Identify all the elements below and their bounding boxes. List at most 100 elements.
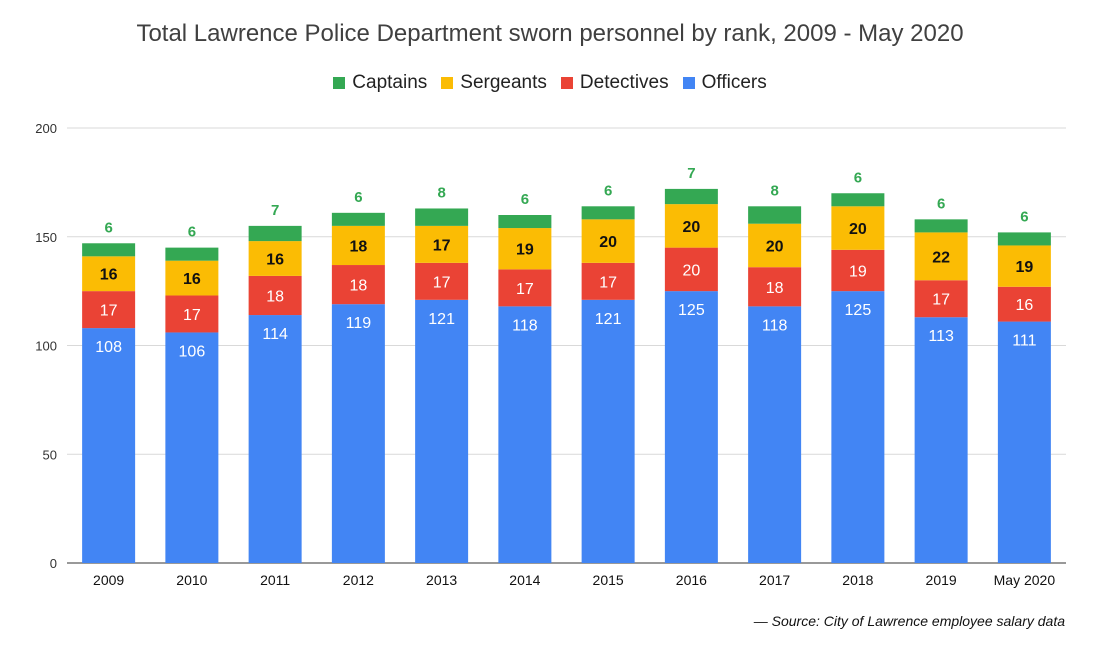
- x-tick-label: May 2020: [994, 572, 1056, 588]
- bar-segment-detectives: [82, 291, 136, 329]
- data-label-officers: 118: [762, 317, 788, 334]
- bar-segment-sergeants: [997, 245, 1051, 287]
- bar-segment-sergeants: [831, 206, 885, 250]
- y-tick-label: 50: [43, 447, 57, 462]
- x-tick-label: 2013: [426, 572, 457, 588]
- data-label-officers: 125: [845, 302, 872, 319]
- x-tick-label: 2011: [260, 572, 290, 588]
- data-label-detectives: 17: [100, 303, 118, 320]
- bar-segment-officers: [331, 304, 385, 563]
- data-label-sergeants: 16: [266, 252, 284, 269]
- data-label-captains: 6: [104, 219, 112, 236]
- bar-segment-sergeants: [581, 219, 635, 263]
- legend-swatch-sergeants: [441, 77, 454, 89]
- x-tick-label: 2015: [593, 572, 624, 588]
- bar-segment-captains: [415, 208, 469, 226]
- data-label-officers: 119: [346, 315, 372, 332]
- bar-segment-sergeants: [331, 225, 385, 266]
- bar-segment-officers: [831, 291, 885, 563]
- x-tick-label: 2017: [759, 572, 790, 588]
- bar-segment-sergeants: [82, 256, 136, 292]
- bar-segment-detectives: [664, 247, 718, 292]
- data-label-detectives: 19: [849, 263, 867, 280]
- bar-segment-detectives: [581, 262, 635, 300]
- data-label-detectives: 18: [266, 288, 284, 305]
- data-label-sergeants: 20: [682, 219, 700, 236]
- y-tick-label: 0: [50, 556, 57, 571]
- bar-segment-sergeants: [748, 223, 802, 268]
- data-label-sergeants: 16: [183, 271, 201, 288]
- y-tick-label: 150: [35, 230, 57, 245]
- x-tick-label: 2016: [676, 572, 707, 588]
- legend-swatch-officers: [682, 77, 695, 89]
- data-label-sergeants: 22: [932, 249, 950, 266]
- bar-segment-captains: [748, 206, 802, 224]
- data-label-detectives: 18: [766, 280, 784, 297]
- legend-item-officers: Officers: [682, 72, 767, 94]
- source-note: — Source: City of Lawrence employee sala…: [753, 613, 1065, 629]
- legend-label-captains: Captains: [352, 72, 428, 93]
- bar-segment-captains: [248, 225, 302, 242]
- data-label-captains: 6: [1020, 208, 1028, 225]
- data-label-sergeants: 20: [599, 234, 617, 251]
- bar-segment-sergeants: [165, 260, 219, 296]
- data-label-captains: 8: [437, 184, 445, 201]
- data-label-sergeants: 17: [433, 237, 451, 254]
- bar-segment-detectives: [914, 280, 968, 318]
- bar-segment-sergeants: [664, 204, 718, 248]
- legend-swatch-captains: [333, 77, 346, 89]
- bar-segment-officers: [415, 299, 469, 563]
- bar-segment-detectives: [331, 265, 385, 305]
- bar-segment-sergeants: [498, 228, 552, 270]
- x-tick-label: 2018: [842, 572, 873, 588]
- data-label-officers: 113: [928, 328, 954, 345]
- data-label-officers: 121: [595, 311, 622, 328]
- data-label-sergeants: 20: [849, 221, 867, 238]
- data-label-captains: 6: [354, 189, 362, 206]
- data-label-detectives: 17: [516, 281, 534, 298]
- x-tick-label: 2010: [176, 572, 207, 588]
- data-label-captains: 6: [188, 224, 196, 241]
- bar-segment-sergeants: [415, 225, 469, 263]
- data-label-sergeants: 18: [349, 238, 367, 255]
- bar-segment-captains: [831, 193, 885, 207]
- data-label-sergeants: 16: [100, 267, 118, 284]
- data-label-detectives: 20: [682, 262, 700, 279]
- data-label-detectives: 17: [183, 307, 201, 324]
- bar-segment-captains: [914, 219, 968, 233]
- bar-segment-detectives: [748, 267, 802, 307]
- data-label-officers: 121: [428, 311, 455, 328]
- legend-swatch-detectives: [560, 77, 573, 89]
- chart-title: Total Lawrence Police Department sworn p…: [136, 20, 964, 47]
- bar-segment-detectives: [248, 275, 302, 316]
- bar-segment-sergeants: [248, 241, 302, 276]
- data-label-officers: 114: [262, 326, 288, 343]
- legend-item-captains: Captains: [333, 72, 427, 94]
- bar-segment-detectives: [498, 269, 552, 307]
- x-tick-label: 2014: [509, 572, 540, 588]
- legend-label-sergeants: Sergeants: [460, 72, 547, 93]
- data-label-officers: 106: [179, 343, 206, 360]
- bar-segment-officers: [248, 315, 302, 563]
- data-label-officers: 111: [1012, 333, 1036, 350]
- data-label-officers: 125: [678, 302, 705, 319]
- data-label-detectives: 17: [599, 274, 617, 291]
- data-label-captains: 6: [604, 182, 612, 199]
- data-label-sergeants: 20: [766, 238, 784, 255]
- bar-segment-sergeants: [914, 232, 968, 281]
- y-tick-label: 200: [35, 121, 57, 136]
- bar-segment-detectives: [165, 295, 219, 333]
- data-label-captains: 8: [770, 182, 778, 199]
- bar-segment-officers: [748, 306, 802, 563]
- bar-segment-officers: [498, 306, 552, 563]
- data-label-captains: 6: [521, 191, 529, 208]
- data-label-captains: 6: [854, 169, 862, 186]
- bar-segment-captains: [997, 232, 1051, 246]
- bar-segment-captains: [664, 188, 718, 205]
- bar-segment-captains: [165, 247, 219, 261]
- data-label-detectives: 17: [932, 292, 950, 309]
- data-label-officers: 108: [95, 339, 122, 356]
- bar-segment-captains: [331, 212, 385, 226]
- chart-legend: Captains Sergeants Detectives Officers: [0, 72, 1100, 94]
